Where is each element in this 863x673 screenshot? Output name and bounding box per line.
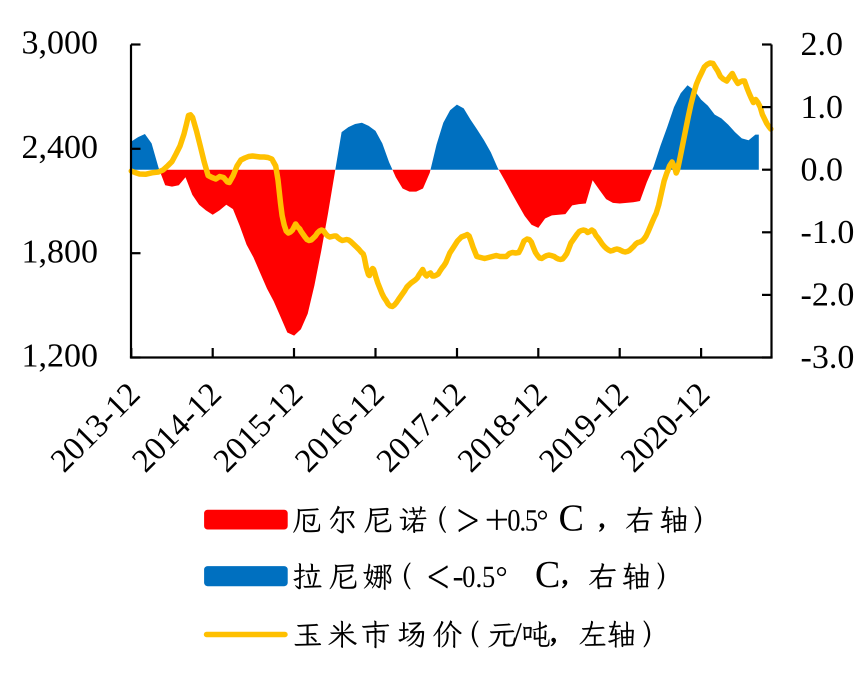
- svg-text:1.0: 1.0: [801, 89, 844, 126]
- svg-text:1,800: 1,800: [22, 233, 99, 270]
- svg-text:1,200: 1,200: [22, 338, 99, 375]
- svg-text:-2.0: -2.0: [801, 277, 855, 314]
- svg-text:0.0: 0.0: [801, 151, 844, 188]
- svg-text:3,000: 3,000: [22, 25, 99, 62]
- svg-text:2.0: 2.0: [801, 26, 844, 63]
- svg-text:-1.0: -1.0: [801, 214, 855, 251]
- svg-text:-3.0: -3.0: [801, 339, 855, 376]
- svg-text:2,400: 2,400: [22, 129, 99, 166]
